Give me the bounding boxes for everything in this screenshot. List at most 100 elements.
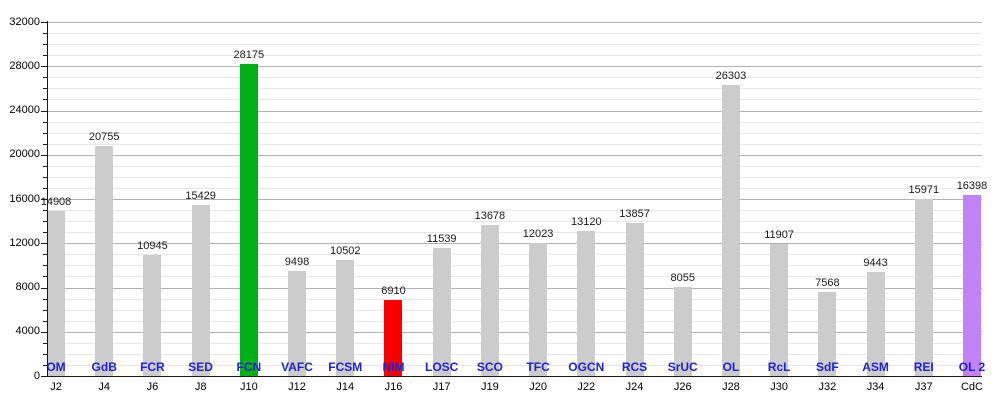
y-major-tick (41, 199, 48, 200)
gridline-major (48, 66, 982, 68)
bar-team-label: FCN (236, 360, 262, 374)
bar-team-label: GdB (91, 360, 117, 374)
y-minor-tick (43, 353, 48, 355)
y-major-tick (41, 110, 48, 112)
bar-value-label: 9443 (863, 256, 888, 269)
x-tick-label: CdC (960, 381, 983, 393)
gridline-major (48, 331, 982, 333)
bar-team-label: OL (722, 360, 740, 374)
x-tick-label: J6 (146, 381, 159, 393)
gridline-minor (48, 342, 982, 344)
bar-team-label: SdF (816, 360, 839, 374)
bar-FCN (239, 64, 258, 376)
gridline-minor (48, 221, 982, 223)
bar-VAFC (288, 270, 307, 376)
x-tick-label: J32 (818, 381, 837, 393)
bar-team-label: OGCN (568, 360, 605, 374)
gridline-minor (48, 44, 982, 46)
bar-value-label: 11907 (764, 229, 795, 242)
bar-value-label: 12023 (522, 228, 554, 240)
x-tick-label: J4 (98, 381, 111, 393)
gridline-minor (48, 55, 982, 57)
bar-ASM (866, 271, 885, 376)
gridline-minor (48, 176, 982, 178)
y-major-tick (41, 22, 48, 23)
bar-value-label: 13857 (619, 207, 650, 220)
bar-value-label: 26303 (715, 70, 747, 83)
y-minor-tick (43, 99, 48, 101)
bar-SED (191, 205, 210, 376)
x-tick-label: J37 (914, 381, 933, 393)
gridline-major (48, 199, 982, 200)
x-tick-label: J24 (625, 381, 644, 393)
bar-SCO (480, 224, 499, 376)
y-minor-tick (43, 265, 48, 267)
bar-value-label: 13120 (571, 215, 602, 228)
bar-value-label: 10502 (329, 244, 361, 257)
gridline-minor (48, 143, 982, 145)
gridline-minor (48, 364, 982, 366)
x-tick-label: J2 (50, 381, 62, 393)
gridline-major (48, 154, 982, 156)
bar-value-label: 7568 (815, 277, 840, 290)
y-minor-tick (43, 221, 48, 223)
y-minor-tick (43, 342, 48, 344)
x-tick-label: J8 (194, 381, 207, 393)
gridline-major (48, 22, 982, 23)
bar-OL 2 (962, 194, 981, 376)
bar-value-label: 13678 (474, 209, 506, 222)
x-tick-label: J17 (432, 381, 451, 393)
gridline-minor (48, 276, 982, 278)
x-tick-label: J14 (336, 381, 355, 393)
gridline-minor (48, 187, 982, 189)
y-minor-tick (43, 88, 48, 90)
y-minor-tick (43, 187, 48, 189)
y-minor-tick (43, 254, 48, 256)
bar-team-label: NIM (382, 360, 405, 374)
y-tick-label: 16000 (9, 192, 40, 205)
gridline-major (48, 287, 982, 289)
bar-team-label: SrUC (667, 360, 698, 374)
bar-team-label: RCS (621, 360, 648, 374)
y-minor-tick (43, 232, 48, 234)
gridline-minor (48, 121, 982, 123)
bar-SdF (818, 292, 837, 376)
bar-value-label: 8055 (670, 271, 695, 284)
y-tick-label: 0 (33, 369, 40, 382)
bar-team-label: ASM (862, 360, 889, 374)
y-minor-tick (43, 309, 48, 311)
y-minor-tick (43, 320, 48, 322)
y-tick-label: 8000 (15, 281, 40, 293)
y-tick-label: 32000 (9, 15, 40, 28)
bar-RcL (770, 244, 789, 376)
bar-value-label: 15971 (908, 184, 940, 197)
bar-team-label: SCO (476, 360, 503, 374)
bar-team-label: REI (913, 360, 934, 374)
bar-value-label: 20755 (88, 131, 120, 144)
bar-value-label: 11539 (426, 233, 457, 246)
bar-value-label: 6910 (381, 284, 406, 297)
bar-RCS (625, 222, 644, 376)
bar-GdB (95, 146, 114, 376)
y-tick-label: 12000 (9, 236, 40, 249)
bar-FCSM (336, 259, 355, 376)
x-tick-label: J16 (384, 381, 403, 393)
y-minor-tick (43, 165, 48, 167)
y-major-tick (41, 66, 48, 68)
x-tick-label: J22 (577, 381, 596, 393)
gridline-minor (48, 77, 982, 79)
y-minor-tick (43, 55, 48, 57)
gridline-minor (48, 99, 982, 101)
bar-team-label: SED (188, 360, 213, 374)
gridline-minor (48, 232, 982, 234)
bar-team-label: VAFC (281, 360, 313, 374)
gridline-major (48, 243, 982, 245)
y-minor-tick (43, 143, 48, 145)
bar-value-label: 15429 (185, 190, 216, 203)
bar-team-label: TFC (526, 360, 550, 374)
y-minor-tick (43, 298, 48, 300)
gridline-minor (48, 265, 982, 267)
bar-NIM (384, 299, 403, 376)
y-tick-label: 28000 (9, 59, 40, 72)
